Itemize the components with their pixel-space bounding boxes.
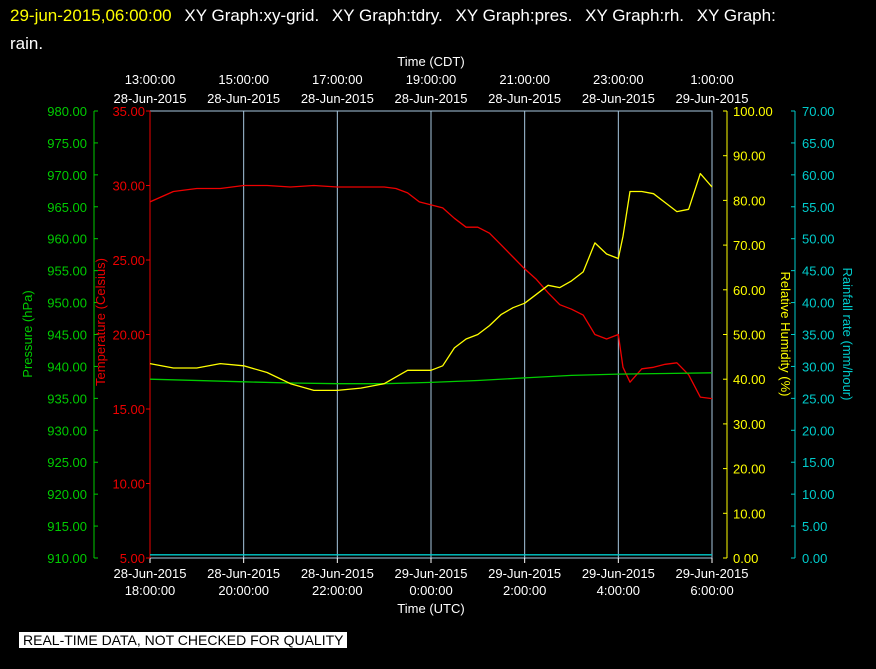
humidity-axis-title: Relative Humidity (%)	[778, 272, 793, 397]
top-tick-label-time: 1:00:00	[690, 72, 733, 87]
top-tick-label-date: 29-Jun-2015	[676, 91, 749, 106]
pressure-tick-label: 965.00	[47, 200, 87, 215]
temperature-tick-label: 20.00	[112, 328, 145, 343]
pressure-tick-label: 920.00	[47, 487, 87, 502]
pressure-tick-label: 960.00	[47, 232, 87, 247]
rain-tick-label: 0.00	[802, 551, 827, 566]
rain-tick-label: 25.00	[802, 391, 835, 406]
temperature-tick-label: 15.00	[112, 402, 145, 417]
humidity-tick-label: 50.00	[733, 328, 766, 343]
pressure-tick-label: 935.00	[47, 391, 87, 406]
x-tick-label-time: 22:00:00	[312, 583, 363, 598]
quality-note: REAL-TIME DATA, NOT CHECKED FOR QUALITY	[19, 632, 348, 648]
rain-tick-label: 55.00	[802, 200, 835, 215]
temperature-tick-label: 25.00	[112, 253, 145, 268]
series-line-temperature	[149, 184, 713, 400]
pressure-tick-label: 945.00	[47, 328, 87, 343]
x-tick-label-time: 0:00:00	[409, 583, 452, 598]
pressure-tick-label: 915.00	[47, 519, 87, 534]
x-tick-label-date: 28-Jun-2015	[114, 566, 187, 581]
top-tick-label-time: 21:00:00	[499, 72, 550, 87]
temperature-tick-label: 30.00	[112, 179, 145, 194]
top-tick-label-date: 28-Jun-2015	[395, 91, 468, 106]
x-tick-label-date: 28-Jun-2015	[301, 566, 374, 581]
graph-label-rain: XY Graph:	[696, 6, 776, 25]
top-tick-label-time: 19:00:00	[406, 72, 457, 87]
graph-label-tdry: XY Graph:tdry.	[331, 6, 443, 25]
humidity-tick-label: 0.00	[733, 551, 758, 566]
x-tick-label-date: 29-Jun-2015	[582, 566, 655, 581]
graph-label-pres: XY Graph:pres.	[455, 6, 573, 25]
pressure-tick-label: 955.00	[47, 264, 87, 279]
x-axis-label-cdt: Time (CDT)	[397, 54, 464, 69]
rain-tick-label: 30.00	[802, 359, 835, 374]
pressure-tick-label: 930.00	[47, 423, 87, 438]
x-tick-label-time: 6:00:00	[690, 583, 733, 598]
graph-label-rh: XY Graph:rh.	[585, 6, 685, 25]
pressure-tick-label: 925.00	[47, 455, 87, 470]
rain-tick-label: 5.00	[802, 519, 827, 534]
x-tick-label-date: 29-Jun-2015	[676, 566, 749, 581]
x-tick-label-time: 20:00:00	[218, 583, 269, 598]
x-tick-label-time: 18:00:00	[125, 583, 176, 598]
pressure-tick-label: 970.00	[47, 168, 87, 183]
graph-label-xy-grid: XY Graph:xy-grid.	[184, 6, 320, 25]
rain-tick-label: 45.00	[802, 264, 835, 279]
chart-title-bar: 29-jun-2015,06:00:00 XY Graph:xy-grid. X…	[10, 2, 870, 58]
x-tick-label-date: 28-Jun-2015	[207, 566, 280, 581]
humidity-tick-label: 20.00	[733, 462, 766, 477]
pressure-tick-label: 940.00	[47, 359, 87, 374]
x-tick-label-date: 29-Jun-2015	[395, 566, 468, 581]
humidity-tick-label: 70.00	[733, 238, 766, 253]
rain-tick-label: 60.00	[802, 168, 835, 183]
humidity-tick-label: 40.00	[733, 372, 766, 387]
rain-tick-label: 10.00	[802, 487, 835, 502]
temperature-tick-label: 10.00	[112, 477, 145, 492]
rain-tick-label: 20.00	[802, 423, 835, 438]
top-tick-label-date: 28-Jun-2015	[114, 91, 187, 106]
humidity-tick-label: 80.00	[733, 193, 766, 208]
series-line-pressure	[149, 372, 713, 385]
x-tick-label-date: 29-Jun-2015	[488, 566, 561, 581]
x-tick-label-time: 4:00:00	[597, 583, 640, 598]
humidity-tick-label: 30.00	[733, 417, 766, 432]
top-tick-label-time: 17:00:00	[312, 72, 363, 87]
top-tick-label-date: 28-Jun-2015	[582, 91, 655, 106]
series-line-humidity	[149, 172, 713, 392]
humidity-tick-label: 60.00	[733, 283, 766, 298]
rain-tick-label: 40.00	[802, 296, 835, 311]
top-tick-label-time: 13:00:00	[125, 72, 176, 87]
temperature-tick-label: 35.00	[112, 104, 145, 119]
pressure-tick-label: 950.00	[47, 296, 87, 311]
humidity-tick-label: 90.00	[733, 149, 766, 164]
graph-label-rain-cont: rain.	[10, 34, 44, 53]
humidity-tick-label: 100.00	[733, 104, 773, 119]
timestamp: 29-jun-2015,06:00:00	[10, 6, 172, 25]
temperature-tick-label: 5.00	[120, 551, 145, 566]
x-axis-label-utc: Time (UTC)	[397, 601, 464, 616]
top-tick-label-time: 15:00:00	[218, 72, 269, 87]
top-tick-label-time: 23:00:00	[593, 72, 644, 87]
top-tick-label-date: 28-Jun-2015	[207, 91, 280, 106]
rain-tick-label: 65.00	[802, 136, 835, 151]
humidity-tick-label: 10.00	[733, 506, 766, 521]
pressure-axis-title: Pressure (hPa)	[20, 290, 35, 377]
rain-axis-title: Rainfall rate (mm/hour)	[840, 268, 855, 401]
pressure-tick-label: 975.00	[47, 136, 87, 151]
rain-tick-label: 50.00	[802, 232, 835, 247]
temperature-axis-title: Temperature (Celsius)	[93, 258, 108, 386]
rain-tick-label: 15.00	[802, 455, 835, 470]
pressure-tick-label: 910.00	[47, 551, 87, 566]
top-tick-label-date: 28-Jun-2015	[488, 91, 561, 106]
x-tick-label-time: 2:00:00	[503, 583, 546, 598]
pressure-tick-label: 980.00	[47, 104, 87, 119]
top-tick-label-date: 28-Jun-2015	[301, 91, 374, 106]
rain-tick-label: 35.00	[802, 328, 835, 343]
rain-tick-label: 70.00	[802, 104, 835, 119]
